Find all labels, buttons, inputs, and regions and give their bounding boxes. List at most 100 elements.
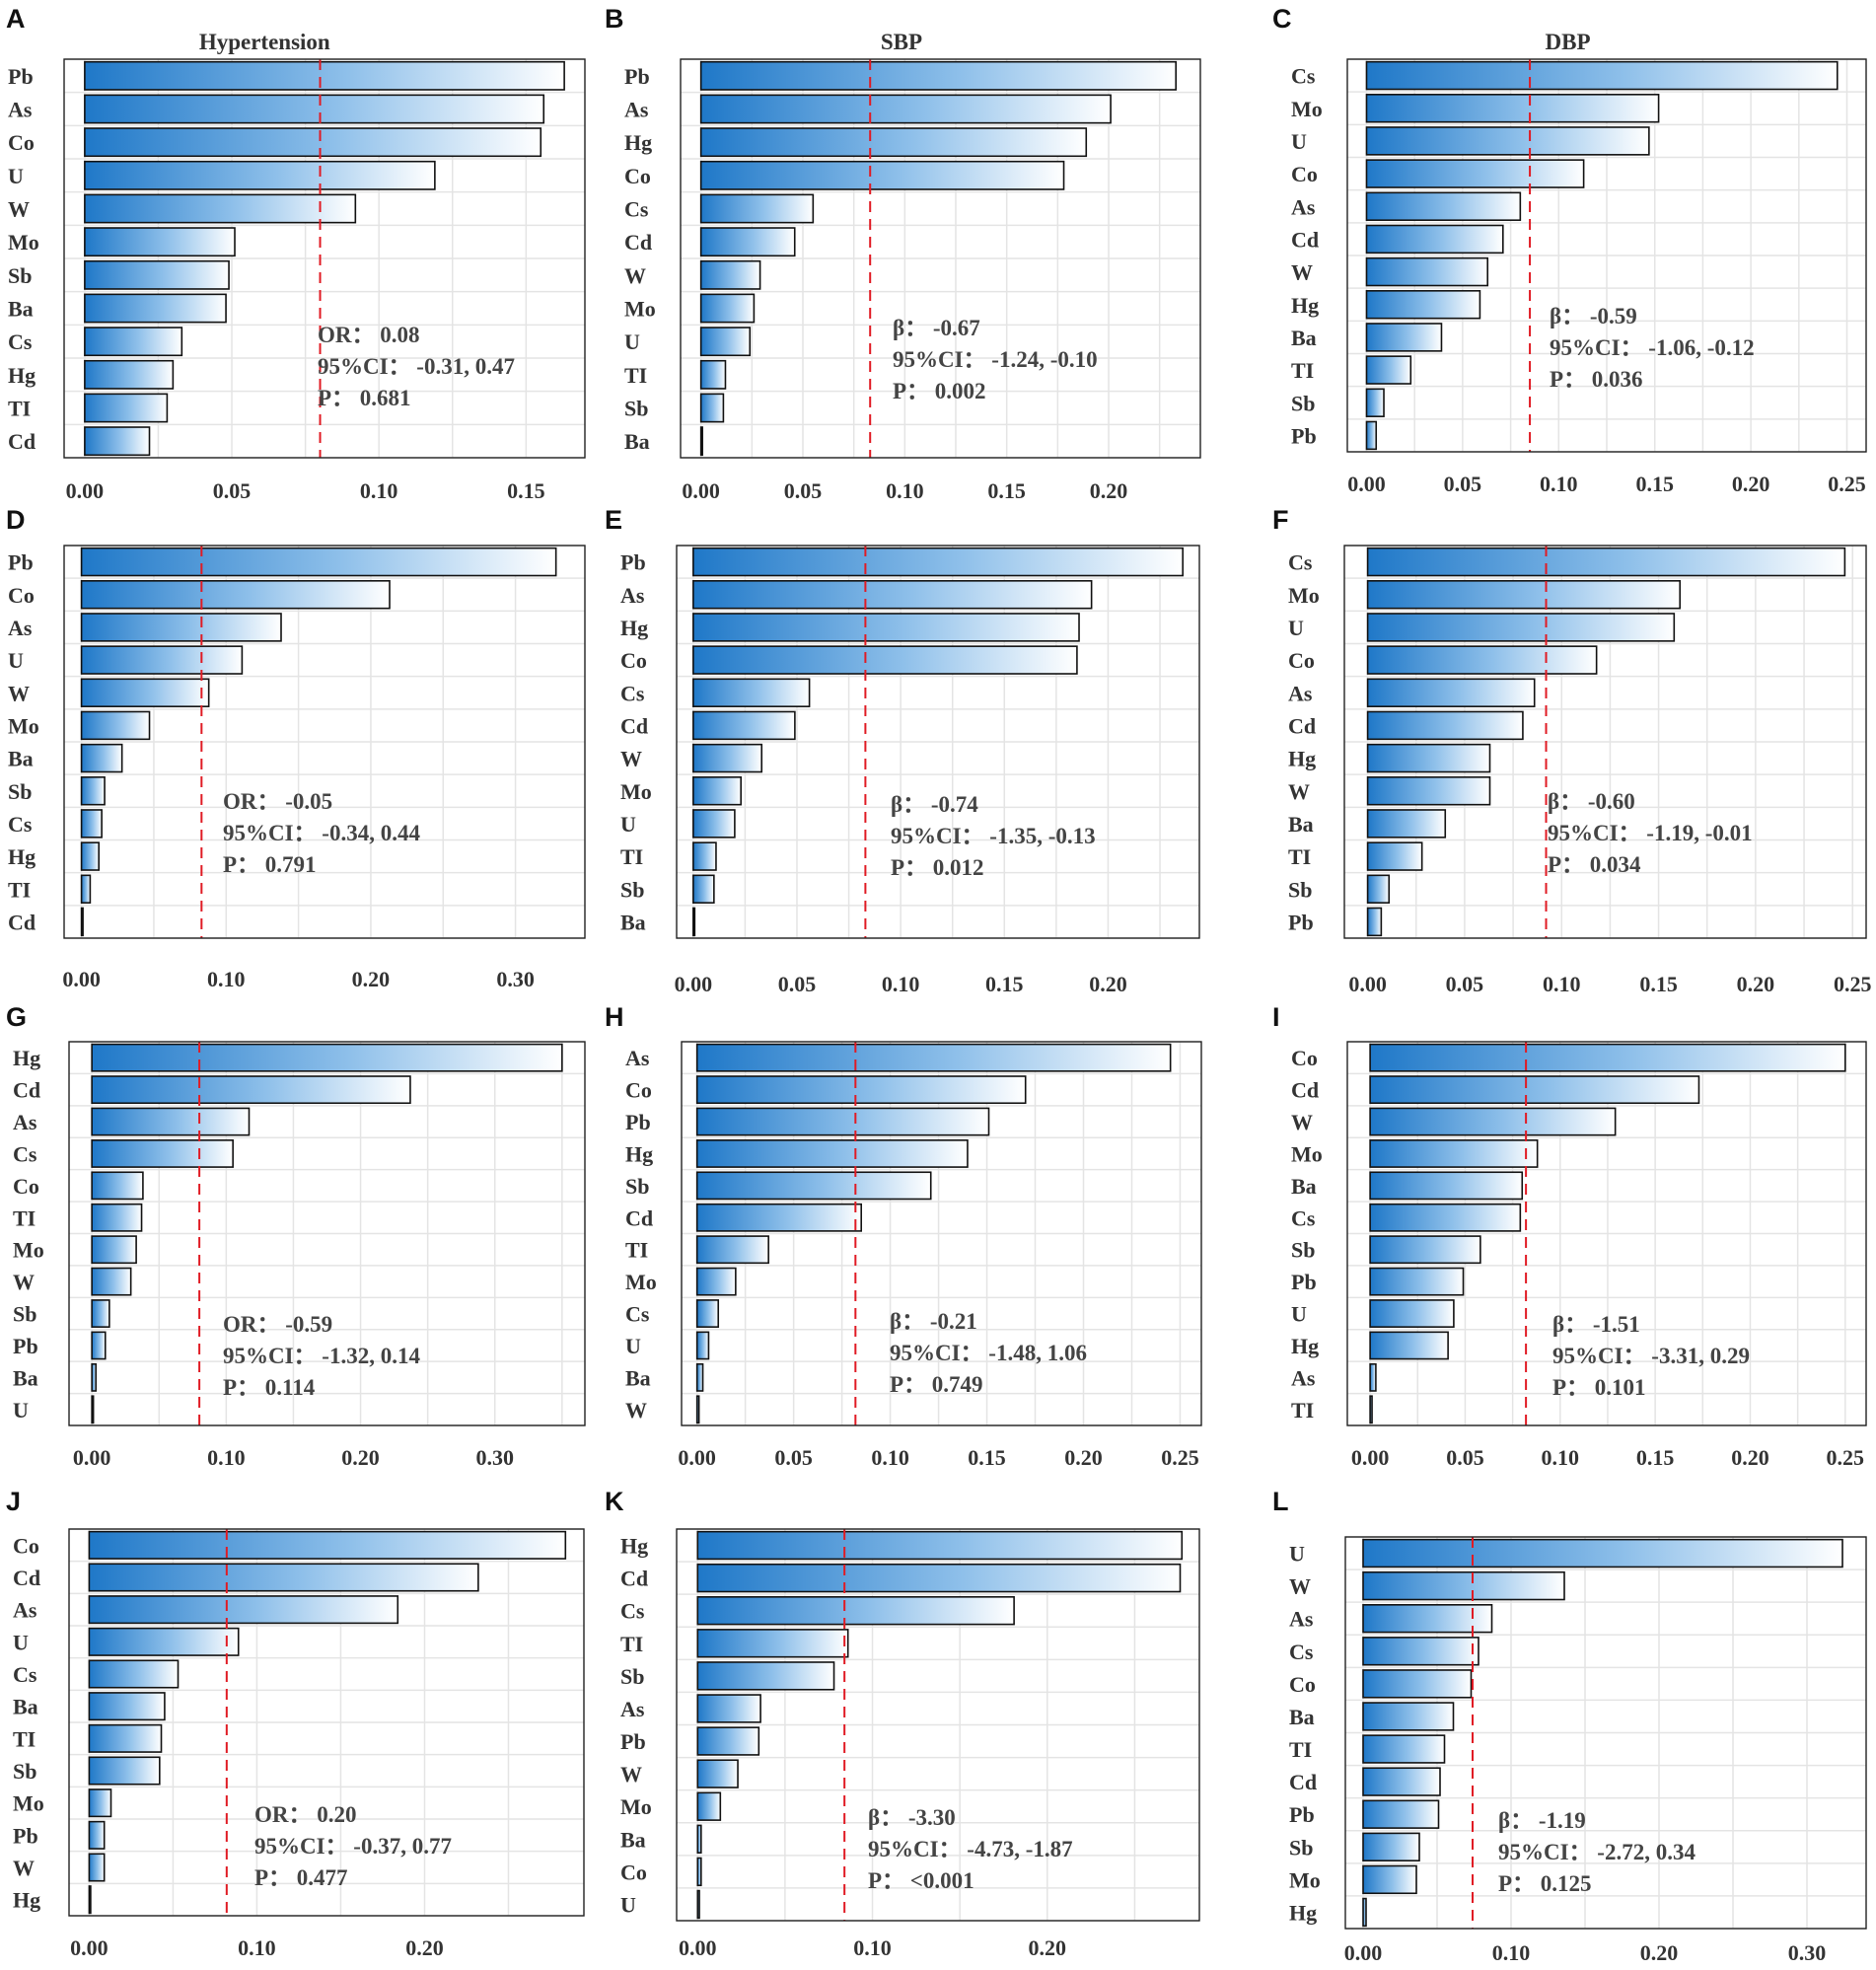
x-tick-label: 0.05 (778, 972, 817, 996)
bar-u (1366, 613, 1676, 642)
x-tick-label: 0.10 (360, 478, 398, 503)
bar-cs (695, 1299, 720, 1328)
category-label-as: As (1291, 1365, 1316, 1390)
x-tick-label: 0.30 (475, 1445, 514, 1470)
bar-sb (84, 259, 230, 290)
bar-co (696, 1857, 702, 1887)
category-label-cd: Cd (624, 230, 652, 255)
stat-annotation: 95%CI： -1.06, -0.12 (1550, 335, 1755, 360)
panel-letter: I (1272, 1002, 1280, 1032)
x-tick-label: 0.00 (675, 972, 713, 996)
category-label-cd: Cd (13, 1566, 40, 1590)
x-tick-label: 0.15 (985, 972, 1024, 996)
x-tick-label: 0.15 (1636, 1445, 1675, 1470)
category-label-mo: Mo (1291, 1141, 1323, 1166)
panel-b: Pb As Hg Co Cs Cd W Mo U TI Sb Ba 0.00 0.05 0.10 0.15 0.… (605, 4, 1201, 503)
category-label-hg: Hg (13, 1888, 40, 1913)
stat-annotation: P： 0.036 (1550, 367, 1643, 392)
bar-co (84, 127, 542, 158)
panel-a: Pb As Co UW Mo Sb Ba Cs Hg TI Cd 0.00 0.05 0.10 0.15 A H… (6, 4, 586, 503)
x-tick-label: 0.20 (1732, 472, 1770, 496)
x-tick-label: 0.05 (213, 478, 252, 503)
panel-letter: F (1272, 505, 1289, 535)
bar-w (695, 1395, 700, 1424)
bar-hg (695, 1139, 969, 1168)
category-label-pb: Pb (620, 550, 646, 575)
bar-mo (80, 710, 151, 741)
category-label-cd: Cd (1291, 227, 1319, 252)
bar-w (91, 1267, 132, 1296)
bar-as (692, 580, 1093, 610)
bar-as (699, 94, 1112, 124)
category-label-co: Co (13, 1533, 39, 1558)
category-label-as: As (1289, 1607, 1314, 1632)
category-label-hg: Hg (13, 1046, 40, 1070)
stat-annotation: P： 0.125 (1498, 1871, 1592, 1896)
bar-u (699, 327, 752, 357)
x-tick-label: 0.20 (1737, 972, 1775, 996)
panel-letter: G (6, 1002, 27, 1032)
bar-pb (695, 1107, 990, 1136)
x-tick-label: 0.10 (1492, 1940, 1531, 1965)
category-label-cd: Cd (1289, 1770, 1317, 1794)
x-tick-label: 0.05 (784, 478, 823, 503)
category-label-u: U (13, 1630, 29, 1654)
stat-annotation: P： 0.791 (223, 852, 317, 877)
stat-annotation: β： -0.60 (1548, 789, 1635, 814)
panel-letter: J (6, 1487, 21, 1516)
bar-cs (699, 193, 815, 224)
category-label-co: Co (625, 1078, 652, 1103)
category-label-co: Co (624, 164, 651, 188)
x-tick-label: 0.10 (1543, 972, 1581, 996)
category-label-pb: Pb (1291, 423, 1317, 448)
category-label-as: As (13, 1598, 37, 1623)
bar-ba (1366, 809, 1447, 839)
plot-frame (68, 1528, 585, 1917)
stat-annotation: P： 0.002 (893, 379, 986, 403)
panel-letter: B (605, 4, 624, 34)
category-label-sb: Sb (8, 779, 32, 804)
category-label-w: W (1289, 1574, 1311, 1599)
plot-frame (1346, 1041, 1867, 1426)
bar-hg (91, 1043, 563, 1072)
bar-hg (1369, 1331, 1449, 1360)
category-label-ti: TI (8, 877, 31, 902)
panel-letter: C (1272, 4, 1292, 34)
category-label-w: W (1288, 779, 1310, 804)
bar-mo (696, 1791, 722, 1821)
bar-mo (695, 1267, 737, 1296)
category-label-as: As (620, 1697, 645, 1721)
category-label-pb: Pb (13, 1334, 38, 1358)
bar-sb (88, 1756, 161, 1786)
category-label-u: U (1291, 1302, 1307, 1327)
x-tick-label: 0.10 (238, 1935, 276, 1960)
bar-ti (84, 393, 169, 423)
panel-letter: E (605, 505, 622, 535)
category-label-co: Co (1291, 1046, 1318, 1070)
bar-u (1369, 1299, 1455, 1328)
category-label-mo: Mo (1288, 583, 1320, 608)
category-label-sb: Sb (1289, 1835, 1313, 1860)
panel-i: Co Cd W Mo Ba Cs Sb Pb U Hg As TI 0.00 0.05 0.10 0.15 0.… (1272, 1002, 1867, 1470)
x-tick-label: 0.05 (1446, 972, 1484, 996)
category-label-cs: Cs (1289, 1640, 1314, 1664)
bar-hg (1362, 1897, 1367, 1928)
category-label-hg: Hg (620, 616, 648, 640)
plot-frame (680, 58, 1201, 459)
bar-ti (1366, 841, 1423, 871)
category-label-sb: Sb (1291, 391, 1315, 415)
category-label-ba: Ba (1291, 326, 1317, 350)
category-label-cs: Cs (625, 1302, 650, 1327)
bar-hg (80, 841, 100, 871)
stat-annotation: P： 0.012 (891, 855, 984, 880)
panel-j: Co Cd As U Cs Ba TI Sb Mo Pb W Hg 0.00 0.10 0.20 J OR： 0… (6, 1487, 585, 1960)
category-label-ba: Ba (13, 1365, 38, 1390)
panel-letter: L (1272, 1487, 1289, 1516)
bar-u (91, 1395, 95, 1424)
category-label-mo: Mo (1291, 97, 1323, 121)
bar-ti (695, 1235, 769, 1265)
category-label-co: Co (620, 1860, 647, 1884)
stat-annotation: 95%CI： -1.24, -0.10 (893, 347, 1098, 372)
category-label-ba: Ba (1288, 812, 1314, 837)
category-label-hg: Hg (1289, 1900, 1317, 1925)
